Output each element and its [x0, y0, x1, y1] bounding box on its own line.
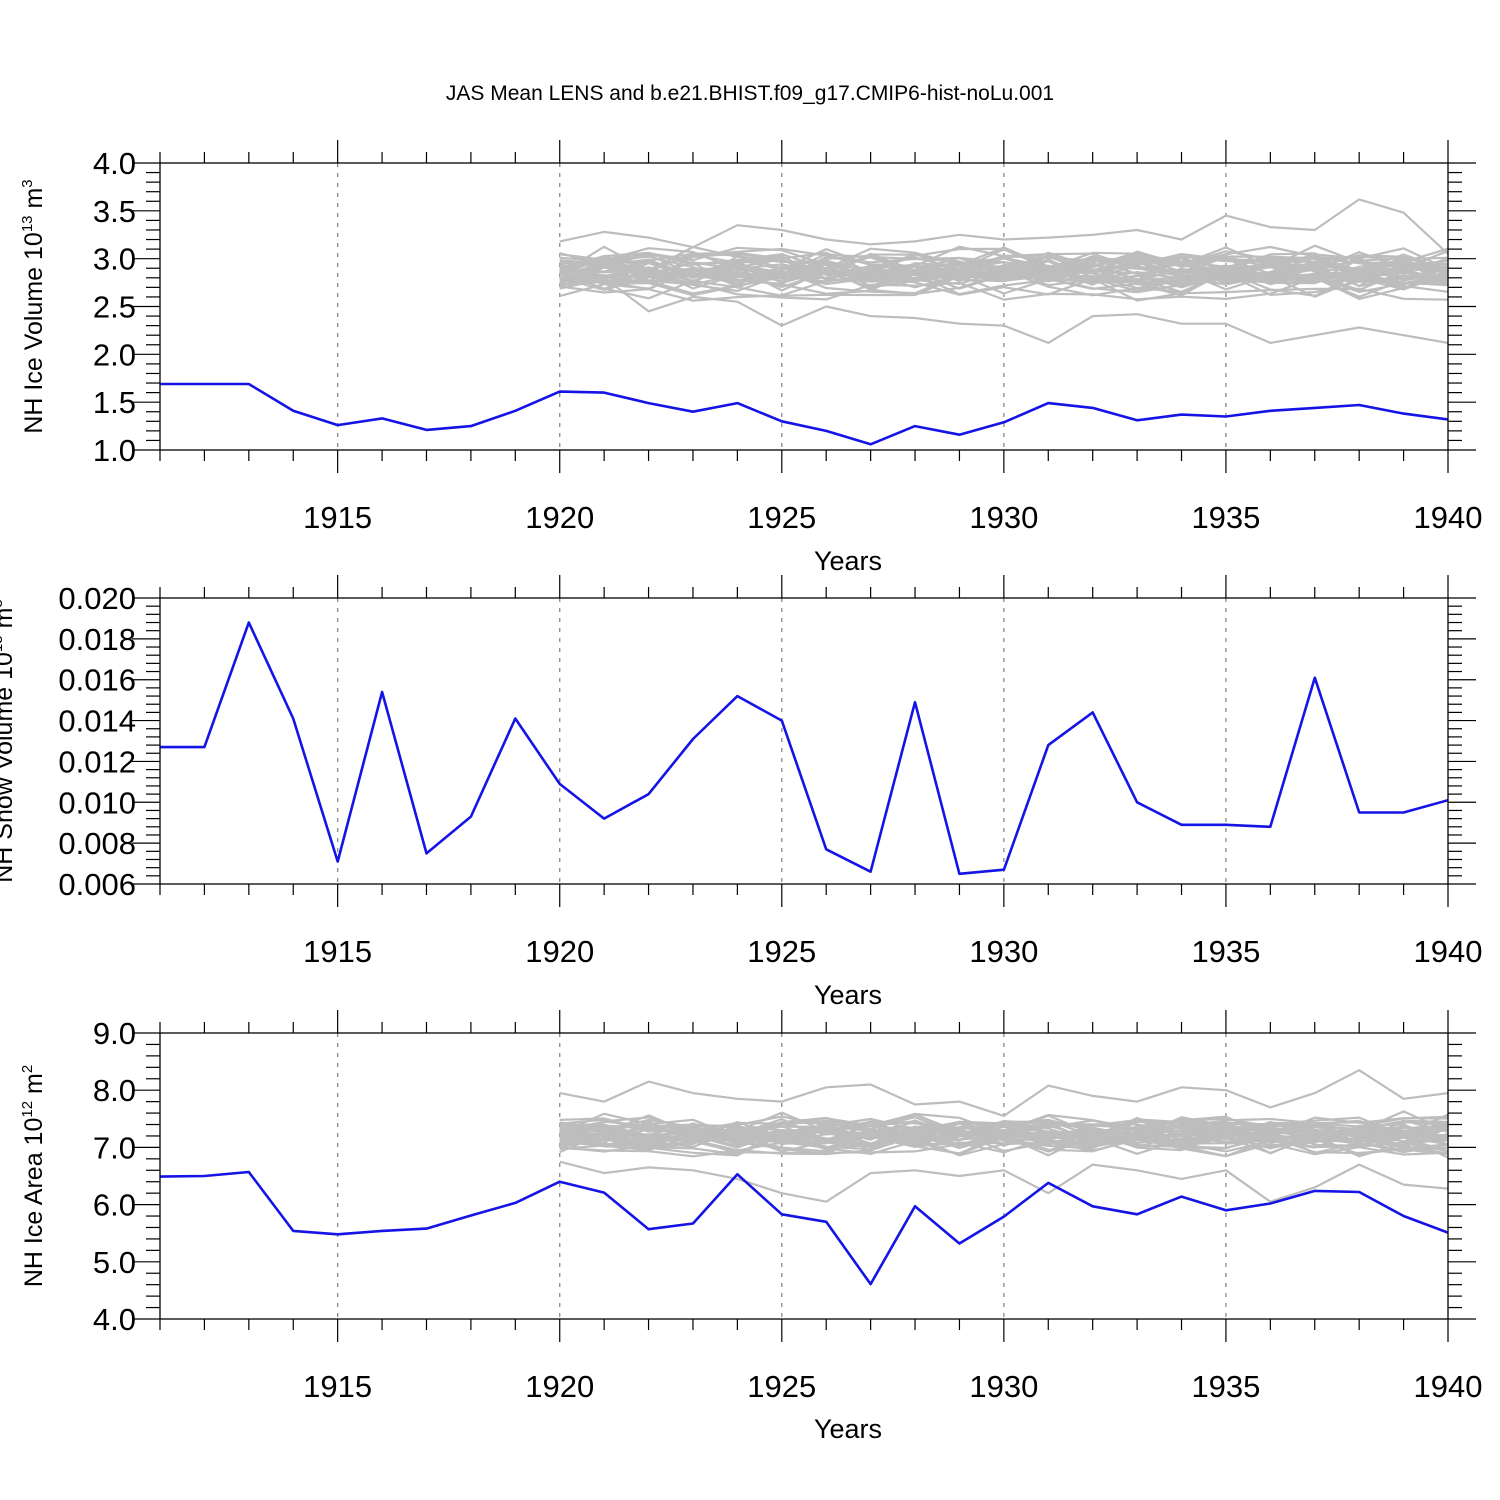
ensemble-extreme-1 — [559, 198, 1448, 255]
x-tick-label-1925: 1925 — [747, 500, 816, 535]
ensemble-member-40 — [559, 1126, 1448, 1153]
x-tick-label-1920: 1920 — [525, 934, 594, 969]
y-tick-label-0: 0.006 — [58, 867, 136, 902]
x-axis-label: Years — [814, 980, 882, 1010]
x-tick-label-1930: 1930 — [969, 1369, 1038, 1404]
axis-frame — [159, 162, 1449, 451]
y-axis-label: NH Ice Area 1012 m2 — [19, 1065, 48, 1287]
y-tick-label-3: 7.0 — [93, 1130, 136, 1165]
y-axis-label-unit-exponent: 2 — [19, 1065, 36, 1073]
x-tick-label-1920: 1920 — [525, 500, 594, 535]
y-axis-label-unit: m — [20, 188, 48, 216]
x-tick-label-1930: 1930 — [969, 934, 1038, 969]
x-tick-label-1915: 1915 — [303, 934, 372, 969]
x-tick-label-1935: 1935 — [1191, 934, 1260, 969]
ensemble-group — [559, 198, 1448, 344]
x-tick-label-1940: 1940 — [1414, 500, 1483, 535]
y-axis-label-unit-exponent: 3 — [19, 179, 36, 187]
series-line-main — [160, 1170, 1448, 1286]
y-tick-label-0: 4.0 — [93, 1302, 136, 1337]
y-tick-label-4: 0.014 — [58, 704, 136, 739]
ensemble-member-32 — [559, 254, 1448, 285]
x-axis-label: Years — [814, 546, 882, 576]
series-line-main — [160, 621, 1448, 876]
x-tick-label-1915: 1915 — [303, 1369, 372, 1404]
y-axis-label: NH Snow Volume 1013 m3 — [0, 599, 18, 883]
y-axis-label-unit-exponent: 3 — [0, 599, 6, 607]
y-tick-label-6: 0.018 — [58, 622, 136, 657]
ensemble-extreme-2 — [559, 271, 1448, 344]
panel-ice-area: 1915 1920 1925 1930 1935 1940 Years 4.0 5.0 6.0 7.… — [19, 1010, 1482, 1444]
chart-panels: 1915 1920 1925 1930 1935 1940 Years 1.0 1.5 2.0 2.… — [0, 140, 1482, 1444]
ensemble-member-39 — [559, 268, 1448, 298]
y-tick-label-7: 0.020 — [58, 581, 136, 616]
y-axis-label: NH Ice Volume 1013 m3 — [19, 179, 48, 433]
ensemble-member-38 — [559, 1129, 1448, 1155]
y-axis-label-exponent: 13 — [19, 215, 36, 232]
y-tick-label-5: 0.016 — [58, 663, 136, 698]
ensemble-member-23 — [559, 1117, 1448, 1142]
y-tick-label-5: 9.0 — [93, 1016, 136, 1051]
y-axis-label-unit: m — [20, 1073, 48, 1101]
y-axis-label-text: NH Ice Volume 10 — [20, 232, 48, 434]
y-tick-label-0: 1.0 — [93, 433, 136, 468]
y-axis-label-text: NH Snow Volume 10 — [0, 652, 18, 883]
y-axis-label-unit: m — [0, 608, 18, 636]
x-tick-label-1930: 1930 — [969, 500, 1038, 535]
y-tick-label-6: 4.0 — [93, 146, 136, 181]
panel-snow-volume: 1915 1920 1925 1930 1935 1940 Years 0.006 0.008 0… — [0, 575, 1482, 1010]
x-axis-label: Years — [814, 1414, 882, 1444]
x-tick-label-1925: 1925 — [747, 1369, 816, 1404]
x-tick-label-1935: 1935 — [1191, 1369, 1260, 1404]
ensemble-member-27 — [559, 264, 1448, 296]
ensemble-member-28 — [559, 245, 1448, 275]
x-tick-label-1940: 1940 — [1414, 934, 1483, 969]
y-tick-label-1: 1.5 — [93, 385, 136, 420]
x-tick-label-1915: 1915 — [303, 500, 372, 535]
y-tick-label-4: 3.0 — [93, 242, 136, 277]
x-tick-label-1920: 1920 — [525, 1369, 594, 1404]
ensemble-group — [559, 1069, 1448, 1203]
x-tick-label-1925: 1925 — [747, 934, 816, 969]
x-tick-label-1935: 1935 — [1191, 500, 1260, 535]
y-tick-label-3: 2.5 — [93, 290, 136, 325]
y-tick-label-3: 0.012 — [58, 744, 136, 779]
axis-frame — [159, 597, 1449, 885]
y-tick-label-2: 6.0 — [93, 1188, 136, 1223]
y-tick-label-2: 2.0 — [93, 337, 136, 372]
chart-title: JAS Mean LENS and b.e21.BHIST.f09_g17.CM… — [446, 82, 1054, 105]
panel-ice-volume: 1915 1920 1925 1930 1935 1940 Years 1.0 1.5 2.0 2.… — [19, 140, 1482, 576]
y-tick-label-2: 0.010 — [58, 785, 136, 820]
y-axis-label-text: NH Ice Area 10 — [20, 1118, 48, 1288]
x-tick-label-1940: 1940 — [1414, 1369, 1483, 1404]
y-tick-label-1: 5.0 — [93, 1245, 136, 1280]
ensemble-extreme-1 — [559, 1069, 1448, 1118]
y-axis-label-exponent: 12 — [19, 1101, 36, 1118]
ensemble-member-31 — [559, 1134, 1448, 1158]
axis-frame — [159, 1032, 1449, 1320]
ensemble-extreme-2 — [559, 1160, 1448, 1203]
ensemble-member-40 — [559, 257, 1448, 286]
ensemble-member-38 — [559, 256, 1448, 286]
y-axis-label-exponent: 13 — [0, 635, 6, 652]
y-tick-label-4: 8.0 — [93, 1073, 136, 1108]
y-tick-label-1: 0.008 — [58, 826, 136, 861]
series-line-main — [160, 382, 1448, 446]
y-tick-label-5: 3.5 — [93, 194, 136, 229]
